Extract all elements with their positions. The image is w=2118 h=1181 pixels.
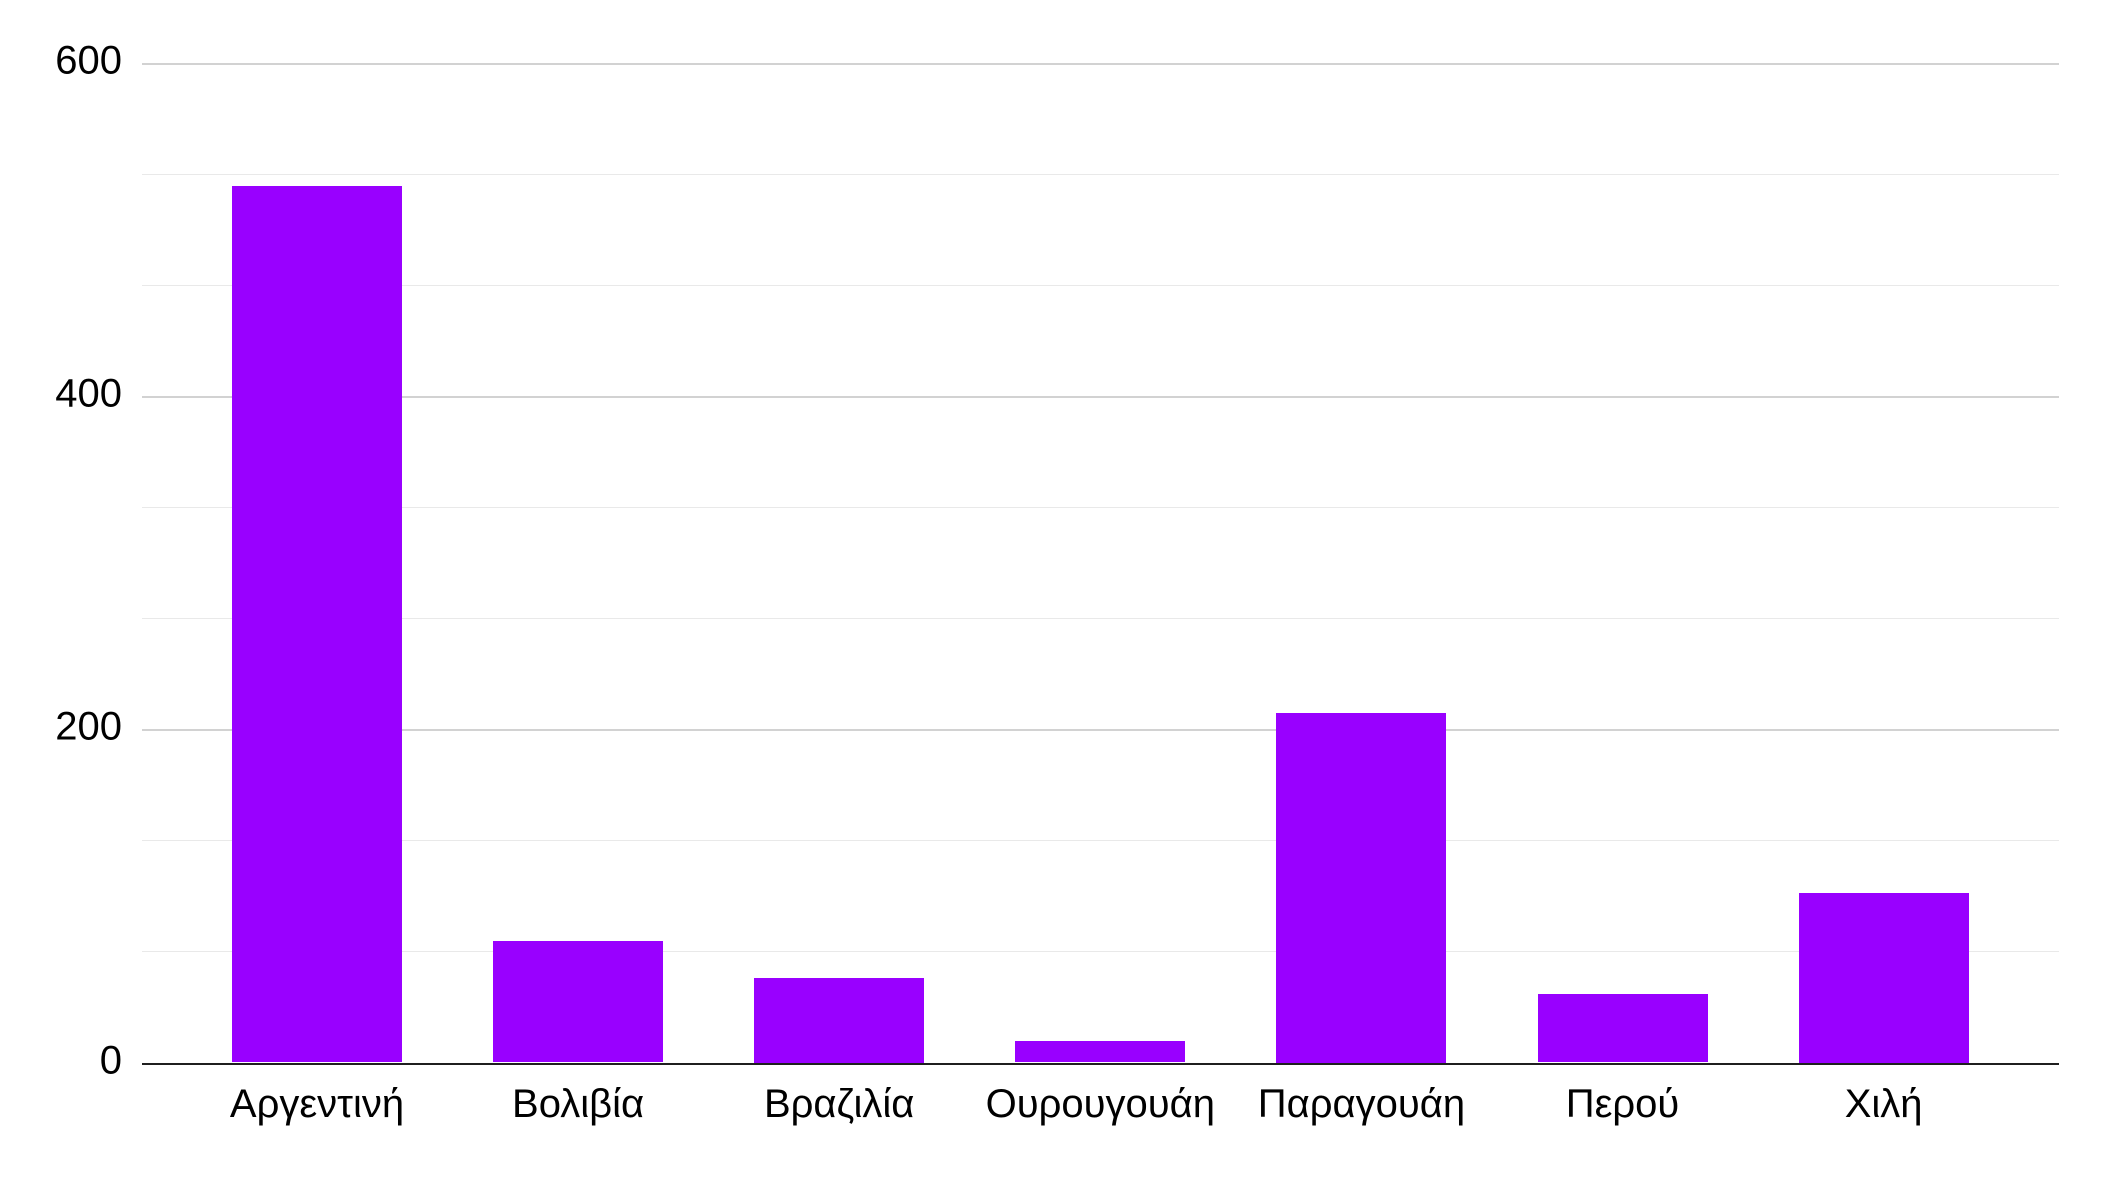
x-category-label-4: Παραγουάη — [1257, 1082, 1466, 1126]
x-category-label-3: Ουρουγουάη — [985, 1082, 1215, 1126]
bar-0 — [232, 185, 402, 1063]
bar-3 — [1015, 1040, 1186, 1063]
gridline-minor — [142, 506, 2059, 508]
x-category-label-1: Βολιβία — [512, 1082, 645, 1126]
bar-1 — [493, 940, 664, 1063]
gridline-minor — [142, 284, 2059, 286]
gridline-major — [142, 62, 2059, 65]
gridline-minor — [142, 173, 2059, 175]
gridline-major — [142, 395, 2059, 398]
x-category-label-6: Χιλή — [1844, 1082, 1923, 1126]
x-category-label-5: Περού — [1565, 1082, 1680, 1126]
bar-6 — [1798, 892, 1969, 1063]
gridline-major — [142, 729, 2059, 732]
y-tick-label-600: 600 — [55, 38, 122, 83]
gridline-minor — [142, 618, 2059, 620]
bar-5 — [1537, 994, 1708, 1063]
gridline-minor — [142, 951, 2059, 953]
x-axis-line — [142, 1062, 2059, 1065]
x-category-label-0: Αργεντινή — [229, 1082, 405, 1126]
x-category-label-2: Βραζιλία — [764, 1082, 915, 1126]
gridline-minor — [142, 840, 2059, 842]
y-tick-label-200: 200 — [55, 704, 122, 749]
y-tick-label-400: 400 — [55, 371, 122, 416]
bar-4 — [1276, 712, 1447, 1063]
y-tick-label-0: 0 — [99, 1038, 122, 1083]
bar-2 — [754, 977, 925, 1063]
